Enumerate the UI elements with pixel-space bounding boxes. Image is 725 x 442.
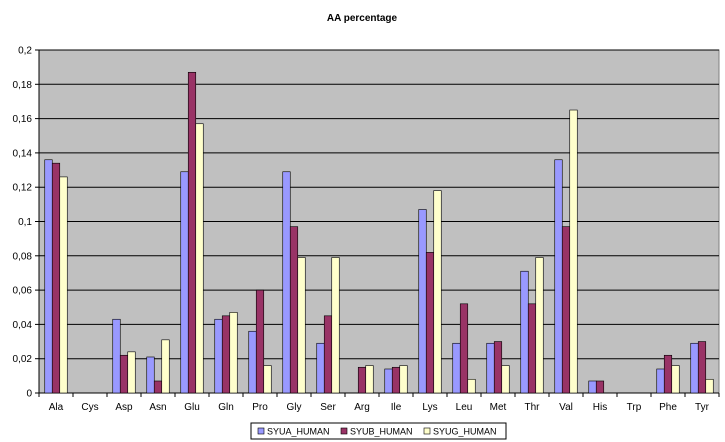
bar-syua-human-ser — [316, 342, 325, 394]
x-tick-label: Ser — [320, 402, 336, 413]
bar-syub-human-glu — [187, 71, 197, 394]
x-tick-label: Met — [490, 402, 507, 413]
bar-syug-human-asn — [161, 339, 170, 394]
x-tick-label: Thr — [525, 402, 541, 413]
x-tick-label: Gln — [218, 402, 234, 413]
legend-label-syug-human: SYUG_HUMAN — [433, 427, 497, 437]
bar-syua-human-val — [554, 159, 563, 394]
bar-syub-human-val — [561, 226, 571, 394]
bar-syug-human-glu — [195, 123, 204, 394]
bar-syub-human-lys — [425, 252, 435, 394]
legend-swatch-syug-human — [423, 427, 431, 435]
bar-syua-human-thr — [520, 270, 529, 394]
y-tick-label: 0,02 — [13, 354, 33, 365]
x-tick-label: Cys — [81, 402, 98, 413]
legend-label-syua-human: SYUA_HUMAN — [267, 427, 330, 437]
bar-syug-human-val — [569, 109, 578, 394]
bar-syua-human-lys — [418, 209, 427, 394]
bar-syub-human-tyr — [697, 341, 707, 394]
y-tick-label: 0,06 — [13, 286, 33, 297]
bar-syua-human-glu — [180, 171, 189, 394]
x-tick-label: Val — [559, 402, 573, 413]
bar-syub-human-ile — [391, 366, 401, 394]
bar-syug-human-pro — [263, 365, 272, 394]
bar-syug-human-gly — [297, 257, 306, 394]
y-tick-label: 0,2 — [18, 46, 32, 57]
bar-syua-human-leu — [452, 342, 461, 394]
bar-syub-human-phe — [663, 354, 673, 394]
bar-syub-human-his — [595, 380, 605, 394]
bar-syub-human-asp — [119, 354, 129, 394]
x-tick-label: Arg — [354, 402, 370, 413]
y-tick-label: 0,16 — [13, 114, 33, 125]
legend-label-syub-human: SYUB_HUMAN — [350, 427, 413, 437]
legend-swatch-syua-human — [257, 427, 265, 435]
x-tick-label: Phe — [659, 402, 677, 413]
bar-syub-human-arg — [357, 366, 367, 394]
legend-swatch-syub-human — [340, 427, 348, 435]
bar-syub-human-asn — [153, 380, 163, 394]
y-tick-label: 0,08 — [13, 251, 33, 262]
bar-syua-human-asn — [146, 356, 155, 394]
bar-syub-human-leu — [459, 303, 469, 394]
bar-syug-human-leu — [467, 378, 476, 394]
y-tick-label: 0,12 — [13, 183, 33, 194]
bar-syua-human-ile — [384, 368, 393, 394]
y-tick-label: 0,04 — [13, 320, 33, 331]
x-tick-label: His — [593, 402, 607, 413]
chart-title: AA percentage — [327, 13, 398, 24]
x-tick-label: Gly — [287, 402, 302, 413]
bar-syug-human-ala — [59, 176, 68, 394]
bar-syug-human-met — [501, 365, 510, 394]
bar-syua-human-tyr — [690, 342, 699, 394]
x-tick-label: Asn — [149, 402, 166, 413]
bar-syug-human-asp — [127, 351, 136, 394]
x-tick-label: Leu — [456, 402, 473, 413]
x-tick-label: Ile — [391, 402, 402, 413]
bar-syug-human-ser — [331, 257, 340, 394]
bar-syub-human-thr — [527, 303, 537, 394]
bar-syua-human-phe — [656, 368, 665, 394]
bar-syua-human-gly — [282, 171, 291, 394]
bar-syub-human-gln — [221, 315, 231, 394]
bar-syub-human-gly — [289, 226, 299, 394]
x-tick-label: Ala — [49, 402, 64, 413]
plot-area: 0 0,02 0,04 0,06 0,08 0,1 0,12 0,14 0,16 0,18 0,2 A… — [13, 46, 720, 413]
x-tick-label: Asp — [115, 402, 133, 413]
y-tick-label: 0,18 — [13, 80, 33, 91]
bar-syub-human-pro — [255, 289, 265, 394]
bar-syua-human-ala — [44, 159, 53, 394]
y-tick-label: 0 — [26, 389, 32, 400]
x-tick-label: Trp — [627, 402, 642, 413]
bar-syug-human-ile — [399, 365, 408, 394]
legend-box — [250, 422, 507, 440]
x-tick-label: Tyr — [695, 402, 710, 413]
bar-syug-human-gln — [229, 312, 238, 394]
bar-syug-human-arg — [365, 365, 374, 394]
bar-syua-human-met — [486, 342, 495, 394]
x-tick-label: Lys — [422, 402, 437, 413]
bar-syug-human-thr — [535, 257, 544, 394]
bar-syub-human-ala — [51, 162, 61, 394]
bar-syua-human-asp — [112, 318, 121, 394]
y-tick-label: 0,14 — [13, 148, 33, 159]
y-tick-label: 0,1 — [18, 217, 32, 228]
bar-syub-human-ser — [323, 315, 333, 394]
bar-syub-human-met — [493, 341, 503, 394]
bar-syua-human-gln — [214, 318, 223, 394]
bar-syug-human-tyr — [705, 378, 714, 394]
bar-syug-human-phe — [671, 365, 680, 394]
x-tick-label: Glu — [184, 402, 200, 413]
x-tick-label: Pro — [252, 402, 268, 413]
bar-syug-human-lys — [433, 190, 442, 394]
bar-syua-human-pro — [248, 330, 257, 394]
bar-syua-human-his — [588, 380, 597, 394]
legend: SYUA_HUMAN SYUB_HUMAN SYUG_HUMAN — [250, 422, 507, 440]
